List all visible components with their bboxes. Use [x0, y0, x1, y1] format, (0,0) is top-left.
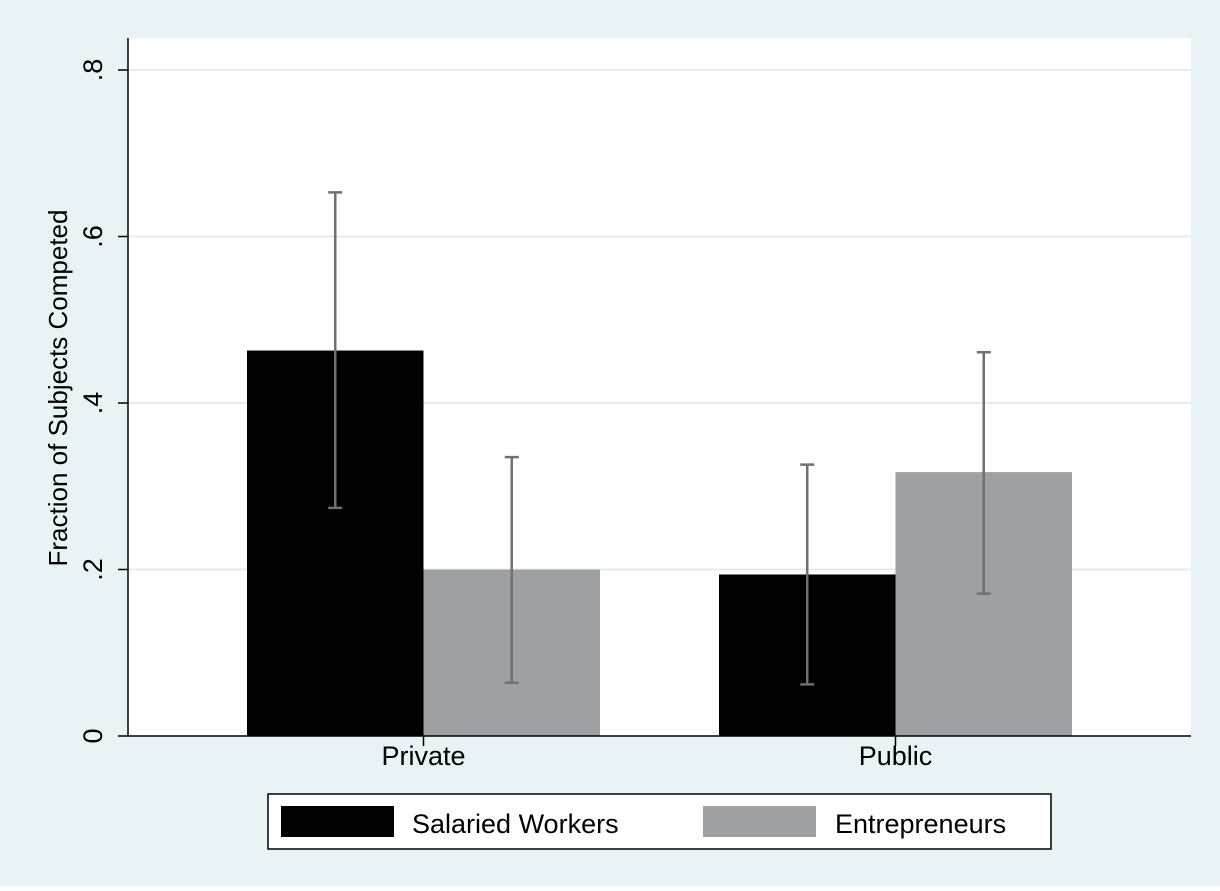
axes	[118, 38, 1191, 746]
error-bar-public-entrepreneurs	[976, 350, 991, 595]
legend-swatch-entrepreneurs	[703, 806, 816, 837]
error-bar-public-salaried	[800, 463, 815, 686]
y-tick-label: .2	[78, 558, 108, 581]
legend-box	[267, 793, 1052, 850]
error-bar-private-entrepreneurs	[504, 455, 519, 684]
legend-label-salaried: Salaried Workers	[412, 809, 619, 839]
legend: Salaried Workers Entrepreneurs	[267, 793, 1052, 850]
legend-label-entrepreneurs: Entrepreneurs	[835, 809, 1006, 839]
x-tick-label-public: Public	[859, 741, 933, 771]
y-tick-label: .4	[78, 392, 108, 415]
y-axis-title: Fraction of Subjects Competed	[43, 210, 73, 567]
x-tick-labels: Private Public	[381, 741, 932, 771]
y-tick-labels: 0 .2 .4 .6 .8	[78, 59, 108, 744]
y-tick-label: 0	[78, 728, 108, 743]
error-bars	[328, 191, 991, 686]
legend-swatch-salaried	[281, 806, 394, 837]
x-tick-label-private: Private	[381, 741, 465, 771]
legend-items: Salaried Workers Entrepreneurs	[281, 806, 1006, 839]
y-tick-label: .8	[78, 59, 108, 82]
error-bar-private-salaried	[328, 191, 343, 510]
y-tick-label: .6	[78, 225, 108, 248]
